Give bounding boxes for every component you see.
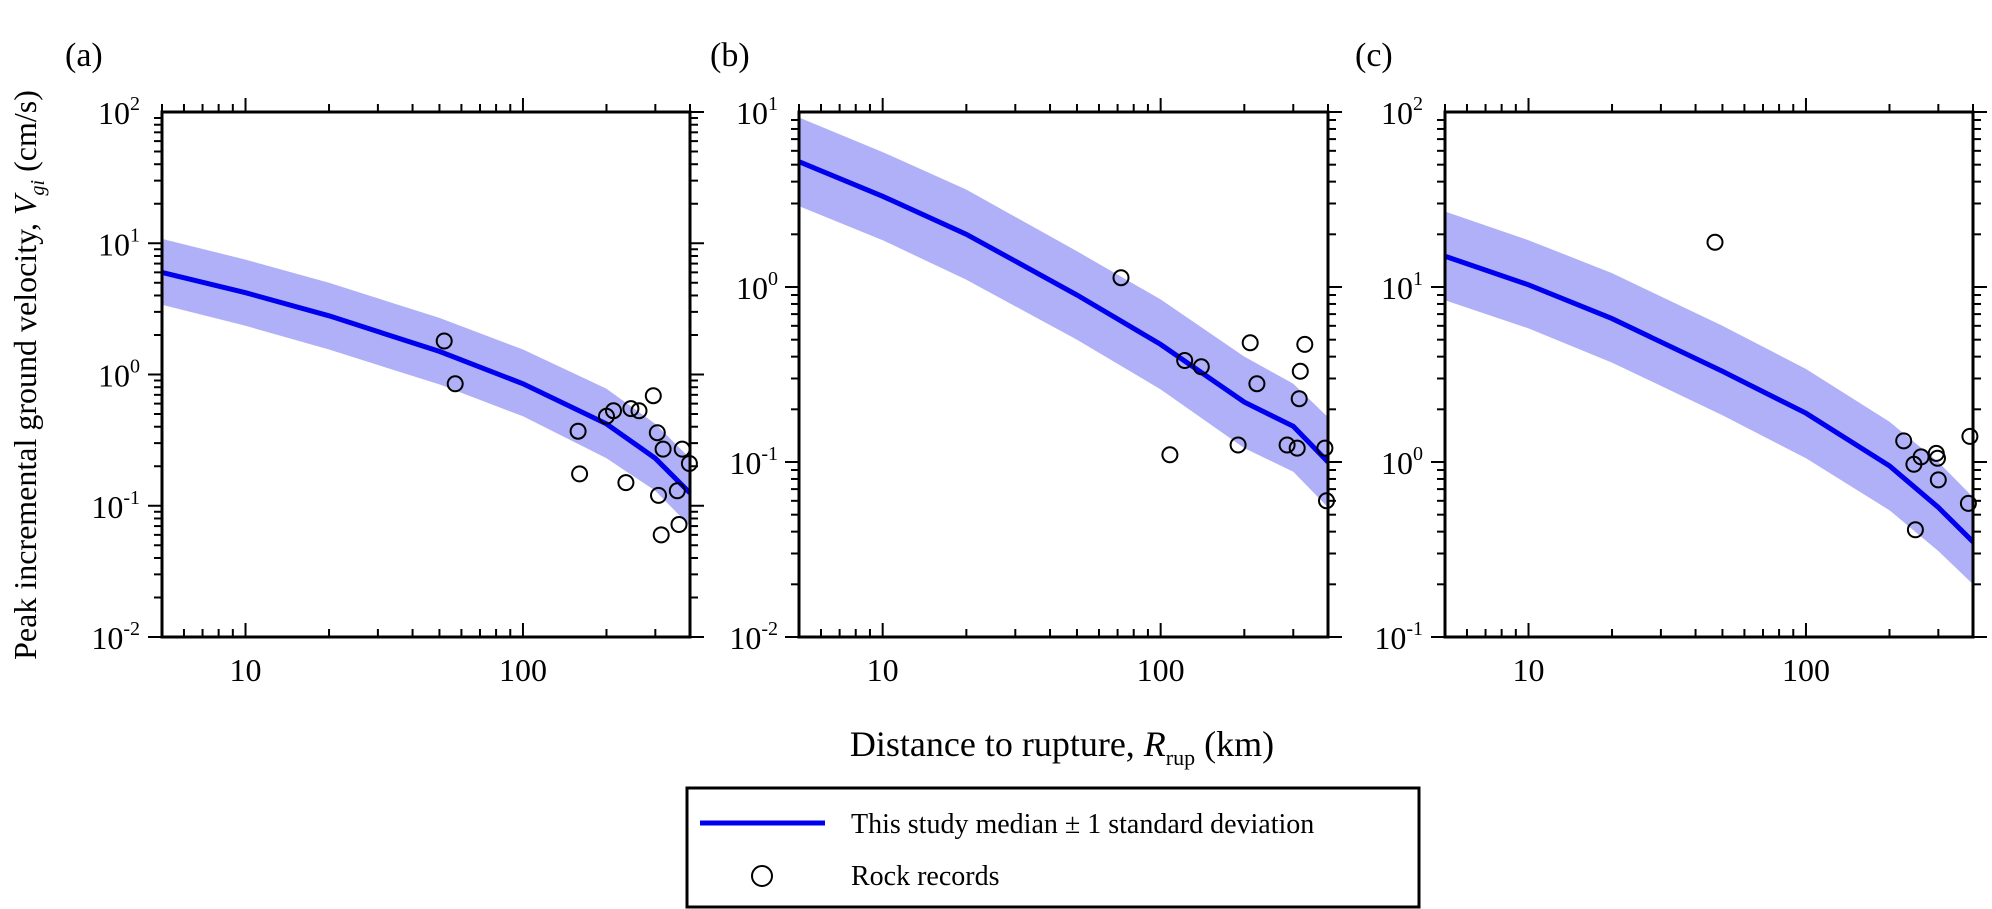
x-tick-label: 100 — [1137, 652, 1185, 688]
panel-label: (a) — [65, 37, 103, 74]
y-tick-label: 101 — [1381, 268, 1423, 306]
y-tick-label: 100 — [736, 268, 778, 306]
rock-record-point — [1161, 446, 1179, 464]
rock-record-point — [1929, 449, 1946, 467]
plot-frame — [797, 110, 1330, 639]
y-tick-label: 10-1 — [91, 487, 140, 525]
median-curve — [162, 269, 690, 495]
y-tick-label: 10-1 — [1374, 618, 1423, 656]
median-curve — [799, 159, 1328, 464]
rock-record-point — [1248, 375, 1266, 393]
rock-record-point — [1278, 436, 1296, 454]
x-axis-label: Distance to rupture, Rrup (km) — [850, 724, 1274, 770]
rock-record-point — [1192, 358, 1210, 376]
rock-record-point — [1288, 439, 1306, 457]
rock-record-point — [1961, 427, 1979, 445]
rock-record-point — [1929, 471, 1947, 489]
panel-c: 10 100 102 101 100 10-1 (c) — [1355, 37, 1987, 688]
rock-record-point — [1895, 432, 1913, 450]
rock-record-point — [673, 440, 691, 458]
rock-record-point — [622, 400, 640, 418]
y-tick-label: 100 — [98, 356, 140, 394]
rock-record-point — [571, 465, 589, 483]
y-axis-label: Peak incremental ground velocity, Vgi (c… — [7, 90, 49, 660]
y-tick-label: 10-2 — [729, 618, 778, 656]
panel-label: (c) — [1355, 37, 1393, 74]
std-dev-band — [799, 117, 1328, 508]
legend-marker — [751, 865, 773, 887]
panel-a: 10 100 102 101 100 10-1 10-2 (a) — [65, 37, 704, 688]
x-tick-label: 10 — [867, 652, 899, 688]
panel-label: (b) — [710, 37, 750, 74]
median-curve — [1445, 253, 1973, 544]
rock-record-point — [644, 387, 662, 405]
rock-record-point — [1112, 269, 1130, 287]
rock-record-point — [617, 474, 635, 492]
rock-record-point — [1318, 492, 1335, 510]
y-tick-label: 10-1 — [729, 443, 778, 481]
rock-record-point — [680, 455, 698, 472]
y-tick-label: 100 — [1381, 443, 1423, 481]
x-tick-label: 100 — [1782, 652, 1830, 688]
y-tick-label: 102 — [1381, 93, 1423, 131]
y-tick-label: 102 — [98, 93, 140, 131]
legend-line-label: This study median ± 1 standard deviation — [851, 809, 1314, 840]
rock-record-point — [446, 375, 464, 393]
std-dev-band — [1445, 211, 1973, 585]
legend: This study median ± 1 standard deviation… — [685, 786, 1421, 909]
rock-record-point — [1229, 436, 1247, 454]
x-tick-label: 10 — [1513, 652, 1545, 688]
panels: 10 100 102 101 100 10-1 10-2 (a) 10 100 101 100 10-1… — [65, 37, 1987, 688]
rock-record-point — [1906, 521, 1924, 539]
rock-record-point — [650, 486, 667, 504]
rock-record-point — [435, 332, 453, 350]
rock-record-point — [1316, 439, 1334, 457]
rock-record-point — [1241, 334, 1259, 352]
rock-record-point — [648, 424, 666, 442]
rock-record-point — [630, 402, 648, 420]
rock-record-point — [670, 516, 688, 533]
rock-record-point — [1959, 494, 1977, 512]
x-tick-label: 100 — [499, 652, 547, 688]
rock-record-point — [652, 526, 670, 544]
legend-box — [685, 786, 1421, 909]
rock-record-point — [569, 422, 587, 440]
plot-frame — [1443, 110, 1975, 639]
y-tick-label: 101 — [736, 93, 778, 131]
rock-record-point — [605, 402, 622, 420]
rock-record-point — [1296, 335, 1314, 353]
rock-record-point — [1706, 233, 1724, 251]
y-tick-label: 101 — [98, 224, 140, 262]
rock-record-point — [1176, 352, 1194, 369]
rock-record-point — [1290, 390, 1308, 408]
std-dev-band — [162, 238, 690, 527]
rock-record-point — [654, 440, 672, 458]
x-tick-label: 10 — [230, 652, 262, 688]
panel-b: 10 100 101 100 10-1 10-2 (b) — [710, 37, 1342, 688]
y-tick-label: 10-2 — [91, 618, 140, 656]
legend-marker-label: Rock records — [851, 861, 1000, 892]
rock-record-point — [1291, 362, 1309, 380]
rock-record-point — [668, 482, 686, 500]
